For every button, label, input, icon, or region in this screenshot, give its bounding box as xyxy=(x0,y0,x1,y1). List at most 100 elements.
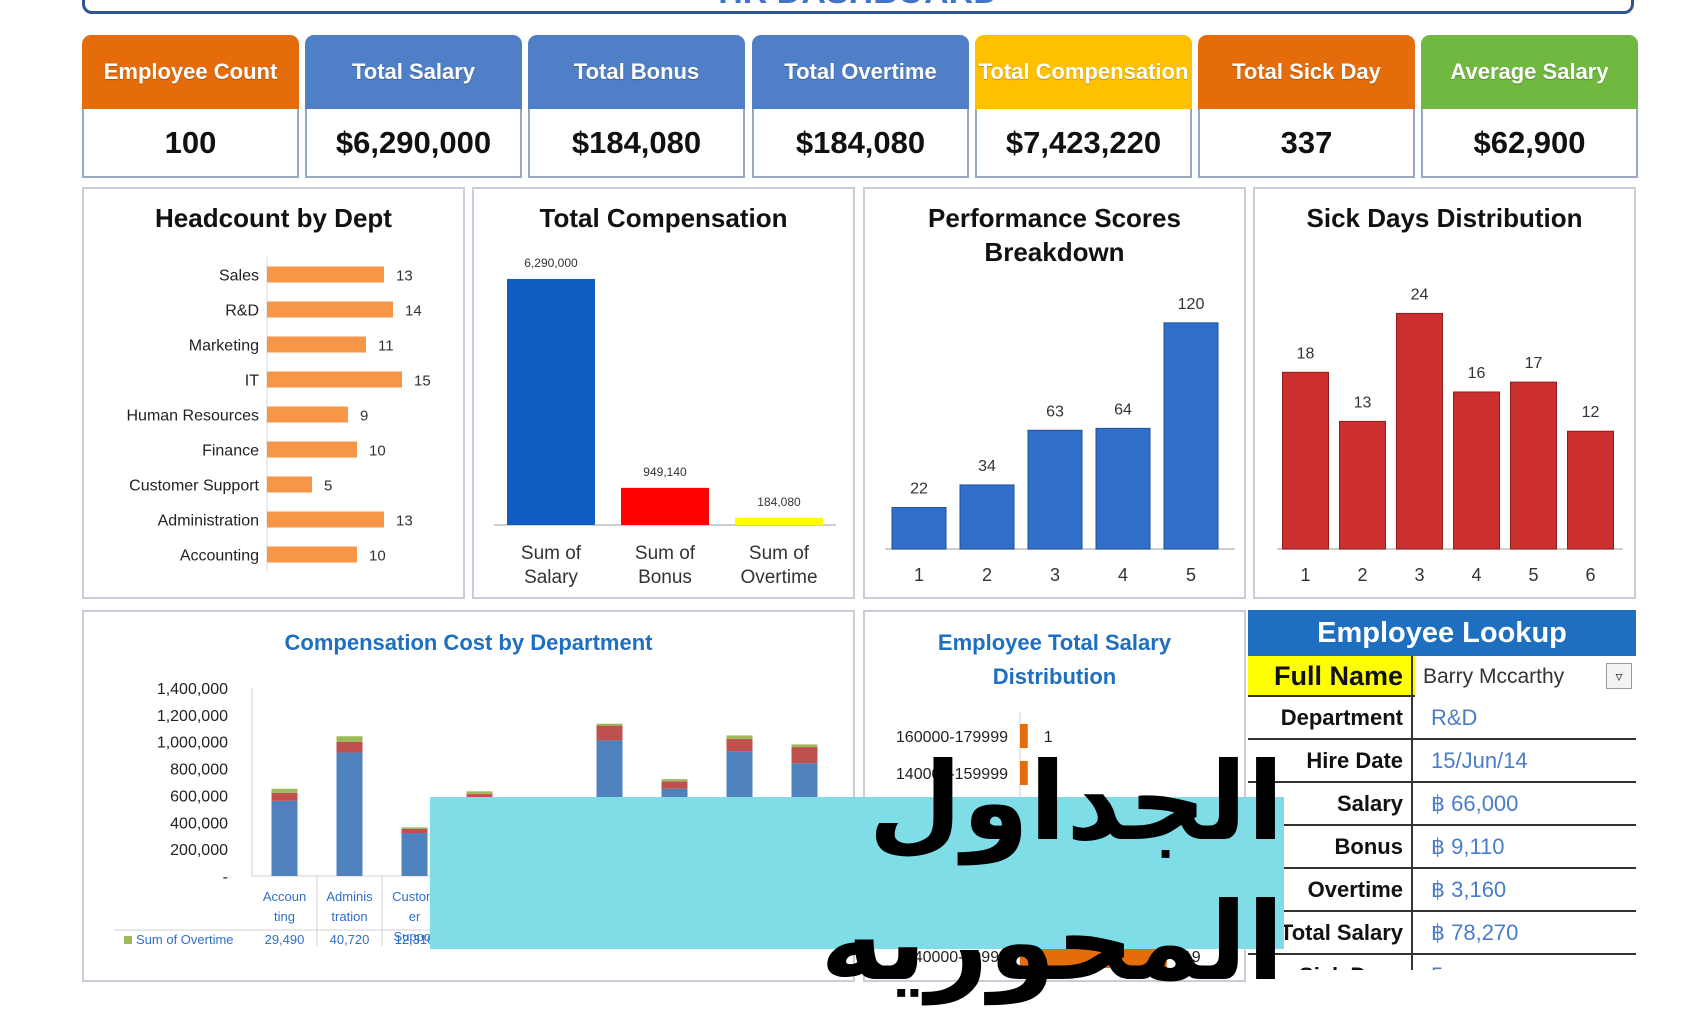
bar xyxy=(1339,420,1386,550)
data-label: 24 xyxy=(1411,286,1429,303)
kpi-value: 100 xyxy=(82,109,299,178)
category-label: 5 xyxy=(1528,565,1538,585)
category-label: Suppor xyxy=(394,929,437,944)
stacked-bar-segment xyxy=(401,833,428,876)
kpi-label: Total Bonus xyxy=(528,35,745,109)
stacked-bar-segment xyxy=(791,744,818,748)
total-compensation-chart: 6,290,000 Sum of Salary 949,140 Sum of Bonus 1… xyxy=(494,256,836,588)
kpi-value: $184,080 xyxy=(752,109,969,178)
lookup-row-sick-days: Sick Days 5 xyxy=(1248,955,1636,970)
kpi-label: Employee Count xyxy=(82,35,299,109)
salary-distribution-chart: 160000-179999 1 140000-159999 1 40000-59999 1… xyxy=(896,712,1201,980)
bar xyxy=(1163,322,1219,550)
legend-label: Sum of Overtime xyxy=(136,932,234,947)
data-label: 16 xyxy=(1468,365,1486,382)
y-tick-label: - xyxy=(223,869,228,886)
data-label: 9 xyxy=(360,408,368,425)
lookup-label: Full Name xyxy=(1248,656,1413,697)
category-label: Bonus xyxy=(638,567,692,588)
category-label: Marketing xyxy=(189,338,259,355)
lookup-title: Employee Lookup xyxy=(1248,610,1636,656)
chart-title: Employee Total Salary Distribution xyxy=(937,630,1172,689)
category-label: 6 xyxy=(1585,565,1595,585)
kpi-value: $7,423,220 xyxy=(975,109,1192,178)
data-label: 13 xyxy=(1354,394,1372,411)
data-label: 14 xyxy=(405,303,422,320)
data-label: 1 xyxy=(1044,729,1053,746)
lookup-value: ฿ 78,270 xyxy=(1431,920,1519,945)
data-label: 19 xyxy=(1183,949,1201,966)
bar xyxy=(1567,430,1614,550)
stacked-bar-segment xyxy=(336,736,363,742)
bar xyxy=(891,507,947,550)
data-label: 63 xyxy=(1046,403,1064,420)
table-value: 12,310 xyxy=(395,932,435,947)
kpi-value: 337 xyxy=(1198,109,1415,178)
lookup-row-total-salary: Total Salary ฿ 78,270 xyxy=(1248,912,1636,955)
bar xyxy=(267,301,393,318)
performance-scores-panel: Performance Scores Breakdown 22 1 34 2 63 3 64… xyxy=(863,187,1246,599)
lookup-value: ฿ 3,160 xyxy=(1431,877,1507,902)
chart-title: Headcount by Dept xyxy=(155,203,392,233)
category-label: 3 xyxy=(1050,565,1060,585)
stacked-bar-segment xyxy=(271,788,298,793)
kpi-label: Total Sick Day xyxy=(1198,35,1415,109)
bar xyxy=(1453,391,1500,550)
kpi-employee-count: Employee Count 100 xyxy=(82,35,299,178)
lookup-value: ฿ 9,110 xyxy=(1431,834,1505,859)
category-label: 1 xyxy=(914,565,924,585)
bar xyxy=(1027,429,1083,550)
dashboard-title-frame: HR DASHBOARD xyxy=(82,0,1634,14)
full-name-select[interactable]: Barry Mccarthy xyxy=(1415,656,1636,697)
bar xyxy=(1095,427,1151,550)
lookup-value: 15/Jun/14 xyxy=(1431,748,1528,773)
bar xyxy=(267,476,312,493)
stacked-bar-segment xyxy=(336,752,363,876)
performance-scores-chart: 22 1 34 2 63 3 64 4 120 5 xyxy=(885,296,1235,585)
category-label: IT xyxy=(245,373,259,390)
lookup-full-name-row: Full Name Barry Mccarthy ▿ xyxy=(1248,656,1636,697)
bar xyxy=(267,371,402,388)
chart-title: Sick Days Distribution xyxy=(1306,203,1583,233)
data-label: 1 xyxy=(1044,766,1053,783)
stacked-bar-segment xyxy=(401,827,428,829)
bar xyxy=(267,406,348,423)
lookup-value: 5 xyxy=(1415,955,1636,970)
stacked-bar-segment xyxy=(726,739,753,752)
stacked-bar-segment xyxy=(596,725,623,741)
kpi-value: $62,900 xyxy=(1421,109,1638,178)
category-label: er xyxy=(409,909,421,924)
stacked-bar-segment xyxy=(401,829,428,834)
stacked-bar-segment xyxy=(466,794,493,800)
y-tick-label: 600,000 xyxy=(170,788,228,805)
chart-title: Compensation Cost by Department xyxy=(284,630,653,655)
bar xyxy=(1020,761,1028,785)
y-tick-label: 200,000 xyxy=(170,842,228,859)
data-label: 17 xyxy=(1525,355,1543,372)
category-label: tration xyxy=(331,909,367,924)
category-label: Administration xyxy=(158,513,259,530)
stacked-bar-segment xyxy=(466,791,493,795)
stacked-bar-segment xyxy=(661,779,688,782)
category-label: Salary xyxy=(524,567,578,588)
lookup-row-department: Department R&D xyxy=(1248,697,1636,740)
total-compensation-panel: Total Compensation 6,290,000 Sum of Salary… xyxy=(472,187,855,599)
chart-title: Total Compensation xyxy=(539,203,788,233)
category-label: Sum of xyxy=(635,543,696,564)
kpi-average-salary: Average Salary $62,900 xyxy=(1421,35,1638,178)
legend-swatch xyxy=(124,936,132,944)
category-label: Adminis xyxy=(326,889,373,904)
category-label: 4 xyxy=(1118,565,1128,585)
category-label: Custom xyxy=(392,889,437,904)
lookup-value: R&D xyxy=(1431,705,1478,730)
lookup-value: ฿ 66,000 xyxy=(1431,791,1519,816)
data-label: 184,080 xyxy=(757,495,801,509)
data-label: 13 xyxy=(396,268,413,285)
filter-icon[interactable]: ▿ xyxy=(1606,663,1632,689)
stacked-bar-segment xyxy=(596,723,623,726)
y-tick-label: 1,200,000 xyxy=(157,708,228,725)
data-label: 10 xyxy=(369,443,386,460)
category-label: 2 xyxy=(982,565,992,585)
data-label: 15 xyxy=(414,373,431,390)
category-label: Finance xyxy=(202,443,259,460)
